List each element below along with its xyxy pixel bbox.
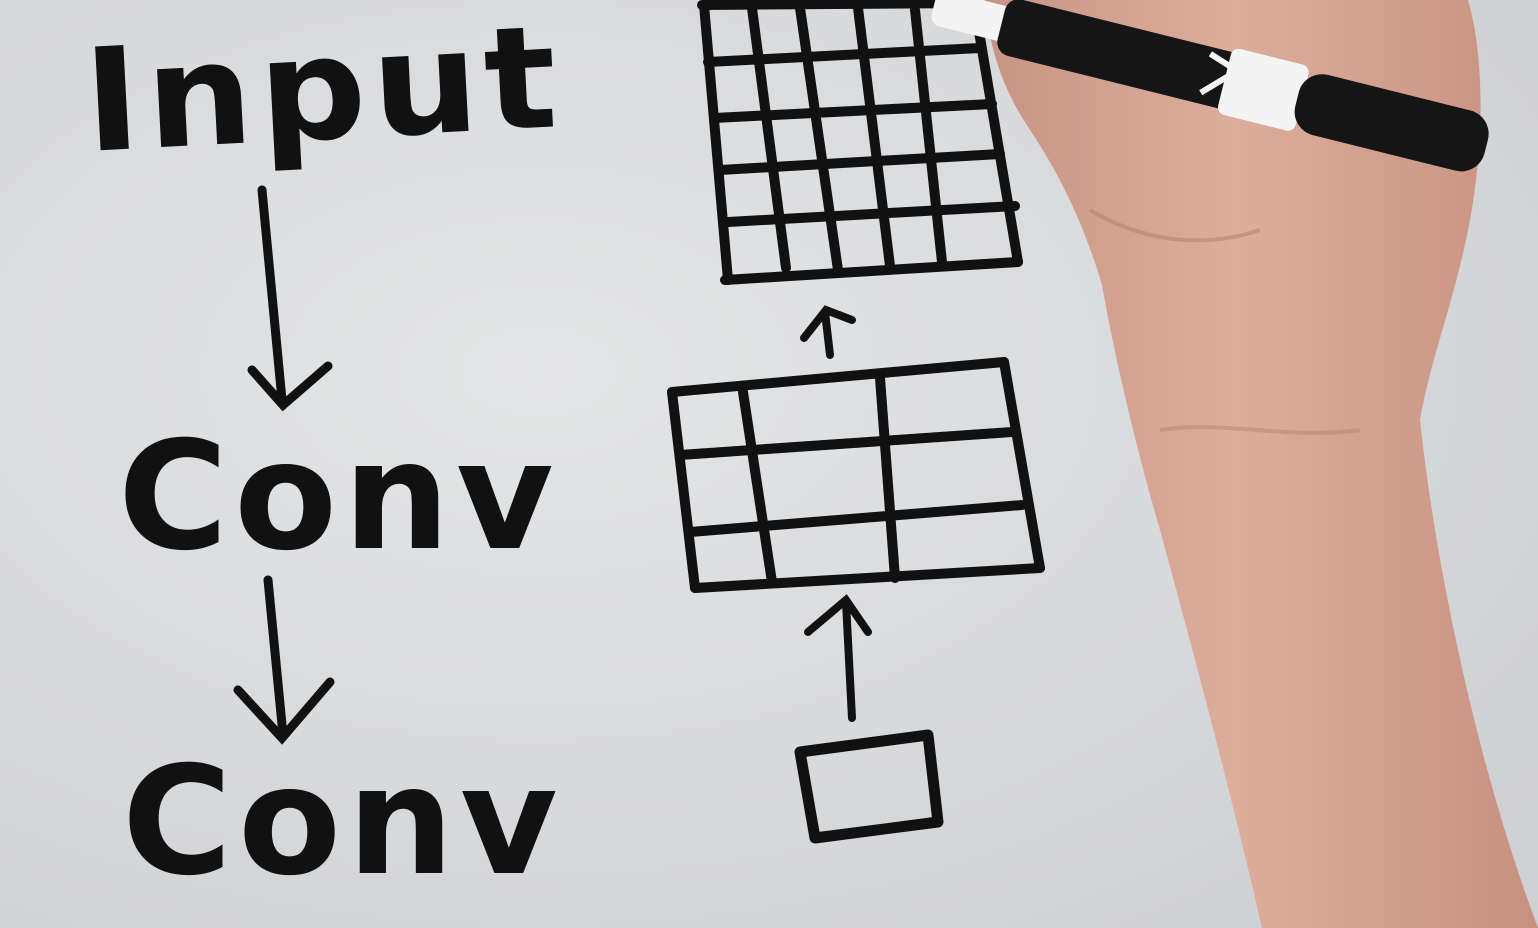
small-box xyxy=(794,729,944,844)
marker xyxy=(931,0,1489,172)
label-input: Input xyxy=(80,0,567,186)
large-grid xyxy=(697,0,1023,285)
hand-holding-marker xyxy=(985,0,1538,928)
arrow-conv-to-conv xyxy=(233,575,335,745)
medium-grid xyxy=(667,357,1045,593)
label-conv-1: Conv xyxy=(118,410,560,584)
arrow-medium-to-large xyxy=(800,305,856,359)
arrow-small-to-medium xyxy=(804,594,872,722)
arrow-input-to-conv xyxy=(247,185,333,412)
label-conv-2: Conv xyxy=(122,735,564,909)
